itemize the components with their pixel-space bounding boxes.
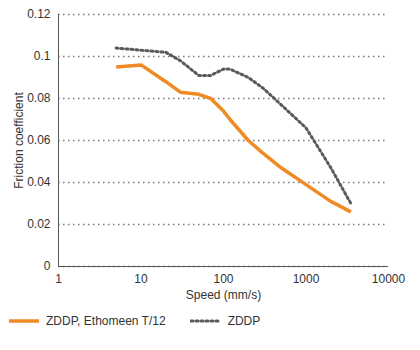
svg-text:0.06: 0.06 xyxy=(27,133,51,147)
svg-text:Speed (mm/s): Speed (mm/s) xyxy=(186,288,261,302)
svg-text:0.02: 0.02 xyxy=(27,217,51,231)
svg-text:0.1: 0.1 xyxy=(34,49,51,63)
svg-text:1000: 1000 xyxy=(293,272,320,286)
html-text:ZDDP, Ethomeen T/12: ZDDP, Ethomeen T/12 xyxy=(46,314,166,328)
svg-text:10000: 10000 xyxy=(372,272,406,286)
svg-text:0: 0 xyxy=(44,259,51,273)
svg-text:0.04: 0.04 xyxy=(27,175,51,189)
svg-text:10: 10 xyxy=(134,272,148,286)
svg-text:100: 100 xyxy=(213,272,233,286)
svg-text:Friction coefficient: Friction coefficient xyxy=(12,92,26,189)
svg-text:1: 1 xyxy=(55,272,62,286)
svg-text:0.08: 0.08 xyxy=(27,91,51,105)
html-text:ZDDP: ZDDP xyxy=(227,314,261,328)
svg-text:0.12: 0.12 xyxy=(27,7,51,21)
